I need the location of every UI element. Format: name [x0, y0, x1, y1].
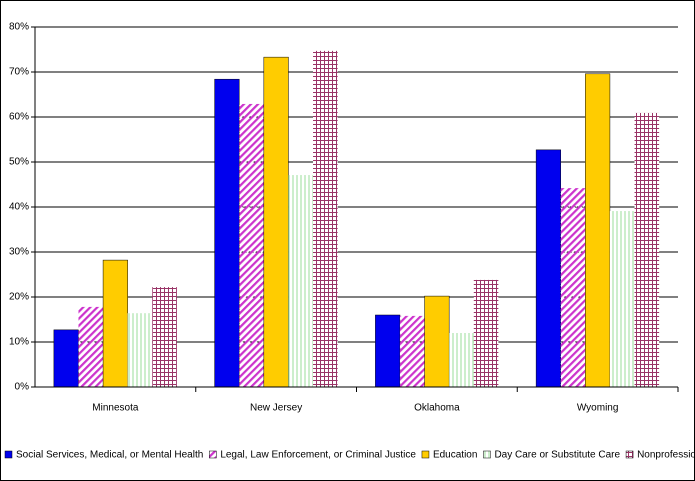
x-tick-label: Oklahoma	[414, 403, 460, 414]
y-tick-label: 50%	[9, 157, 29, 168]
bar	[375, 314, 401, 388]
bar	[585, 73, 611, 388]
bar	[127, 313, 153, 387]
bar	[214, 78, 240, 388]
legend-swatch	[421, 450, 430, 459]
bar	[78, 306, 104, 387]
bar	[399, 315, 425, 387]
legend-label: Nonprofessional	[637, 450, 695, 461]
y-tick-label: 40%	[9, 202, 29, 213]
legend-swatch	[625, 450, 634, 459]
bar	[53, 329, 79, 388]
bar	[288, 175, 314, 387]
y-tick-label: 80%	[9, 22, 29, 33]
y-tick-label: 20%	[9, 292, 29, 303]
y-tick-label: 30%	[9, 247, 29, 258]
legend-label: Day Care or Substitute Care	[494, 450, 620, 461]
bar	[634, 112, 660, 387]
y-tick-label: 70%	[9, 67, 29, 78]
legend-swatch	[209, 450, 217, 459]
bar	[424, 295, 450, 388]
y-tick-label: 0%	[15, 382, 30, 393]
legend-label: Legal, Law Enforcement, or Criminal Just…	[220, 450, 416, 461]
legend-label: Education	[433, 450, 477, 461]
bar	[473, 279, 499, 387]
bar	[102, 259, 128, 388]
bar	[313, 50, 338, 387]
bar	[609, 211, 635, 387]
y-tick-label: 10%	[9, 337, 29, 348]
y-tick-label: 60%	[9, 112, 29, 123]
bar	[263, 56, 289, 388]
legend-swatch	[4, 450, 13, 459]
x-tick-label: Minnesota	[92, 403, 139, 414]
bar	[239, 103, 264, 387]
bar	[560, 188, 586, 387]
bar	[152, 287, 177, 387]
legend-swatch	[483, 450, 491, 459]
x-tick-label: New Jersey	[250, 403, 302, 414]
bar	[449, 333, 474, 387]
bar	[535, 149, 561, 388]
x-tick-label: Wyoming	[577, 403, 619, 414]
legend-label: Social Services, Medical, or Mental Heal…	[16, 450, 203, 461]
